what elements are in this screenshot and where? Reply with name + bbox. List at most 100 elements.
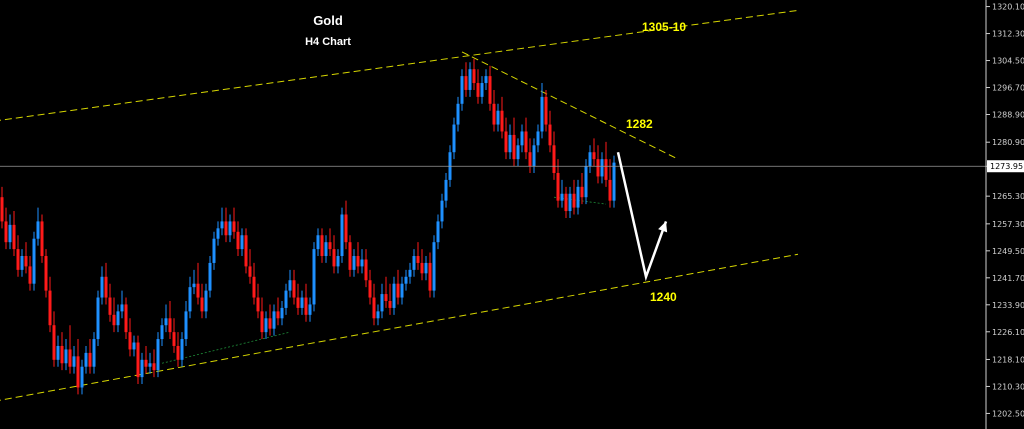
candle-body (68, 349, 72, 367)
candle-body (268, 318, 272, 329)
lower-channel-line (0, 253, 799, 401)
candle-body (292, 280, 296, 298)
candle-body (608, 179, 612, 201)
candle-body (524, 131, 528, 153)
candle-body (596, 159, 600, 177)
candle-body (604, 159, 608, 180)
candle-body (508, 134, 512, 153)
candle-body (464, 76, 468, 90)
price-axis: 1320.10 1312.30 1304.50 1296.70 1288.90 1280.… (986, 3, 1024, 418)
candle-body (232, 221, 236, 232)
candle-body (516, 145, 520, 160)
candle-body (388, 300, 392, 308)
forecast-arrowhead (658, 221, 668, 233)
candle-body (420, 262, 424, 274)
candle-body (580, 186, 584, 198)
candle-body (132, 342, 136, 350)
candle-body (116, 311, 120, 326)
candle-body (196, 283, 200, 298)
candle-body (264, 318, 268, 333)
candle-body (24, 256, 28, 267)
candle-body (204, 290, 208, 312)
candle-body (300, 297, 304, 308)
candle-body (496, 110, 500, 125)
candle-body (44, 256, 48, 291)
candle-body (344, 214, 348, 243)
candle-body (484, 76, 488, 84)
y-tick-label: 1241.70 (992, 274, 1024, 283)
y-tick-label: 1218.10 (992, 355, 1024, 364)
candle-body (324, 242, 328, 257)
candle-body (372, 297, 376, 319)
candle-body (64, 349, 68, 364)
candle-body (560, 193, 564, 201)
candle-body (248, 266, 252, 277)
candle-body (540, 96, 544, 132)
candle-body (428, 262, 432, 291)
candle-body (556, 172, 560, 201)
candle-body (348, 242, 352, 270)
candle-body (296, 297, 300, 308)
y-tick-label: 1280.90 (992, 138, 1024, 147)
candle-body (456, 103, 460, 125)
y-tick-label: 1226.10 (992, 328, 1024, 337)
candle-body (92, 339, 96, 367)
candle-body (112, 314, 116, 326)
candle-body (12, 224, 16, 250)
candle-body (364, 259, 368, 281)
candle-body (588, 152, 592, 167)
candle-body (52, 325, 56, 360)
candle-body (288, 280, 292, 291)
level-annotation: 1282 (626, 117, 653, 131)
candle-body (16, 249, 20, 270)
candle-body (436, 221, 440, 243)
y-tick-label: 1288.90 (992, 111, 1024, 120)
candle-body (256, 297, 260, 312)
candle-body (404, 276, 408, 284)
candle-body (576, 186, 580, 208)
candle-body (320, 235, 324, 257)
candle-body (280, 307, 284, 319)
candle-body (192, 283, 196, 288)
candle-body (4, 221, 8, 243)
candle-body (408, 269, 412, 277)
forecast-path (616, 151, 668, 282)
y-tick-label: 1257.30 (992, 220, 1024, 229)
candle-body (384, 294, 388, 301)
candle-body (584, 166, 588, 198)
candle-body (520, 131, 524, 146)
candle-body (128, 332, 132, 350)
candle-body (600, 159, 604, 177)
candle-body (224, 221, 228, 236)
candle-body (284, 290, 288, 308)
candle-body (168, 318, 172, 333)
candle-body (380, 294, 384, 312)
candle-body (308, 304, 312, 315)
candle-body (304, 297, 308, 315)
candle-body (104, 276, 108, 298)
candle-body (136, 342, 140, 378)
current-price-box (987, 160, 1024, 173)
y-tick-label: 1249.50 (992, 247, 1024, 256)
candle-body (336, 256, 340, 267)
candle-body (548, 124, 552, 146)
candle-body (488, 76, 492, 104)
level-annotation: 1240 (650, 290, 677, 304)
candle-body (424, 262, 428, 274)
candle-body (0, 197, 4, 222)
chart-title: Gold (313, 13, 343, 28)
candle-body (328, 242, 332, 250)
candle-body (240, 235, 244, 250)
candle-body (72, 356, 76, 367)
candle-body (124, 304, 128, 333)
candle-body (216, 228, 220, 239)
candle-body (252, 276, 256, 298)
candle-body (236, 231, 240, 250)
candle-body (60, 345, 64, 364)
current-price-label: 1273.95 (990, 162, 1023, 171)
candle-body (564, 193, 568, 212)
y-tick-label: 1312.30 (992, 30, 1024, 39)
candle-body (552, 145, 556, 173)
candle-body (80, 366, 84, 388)
